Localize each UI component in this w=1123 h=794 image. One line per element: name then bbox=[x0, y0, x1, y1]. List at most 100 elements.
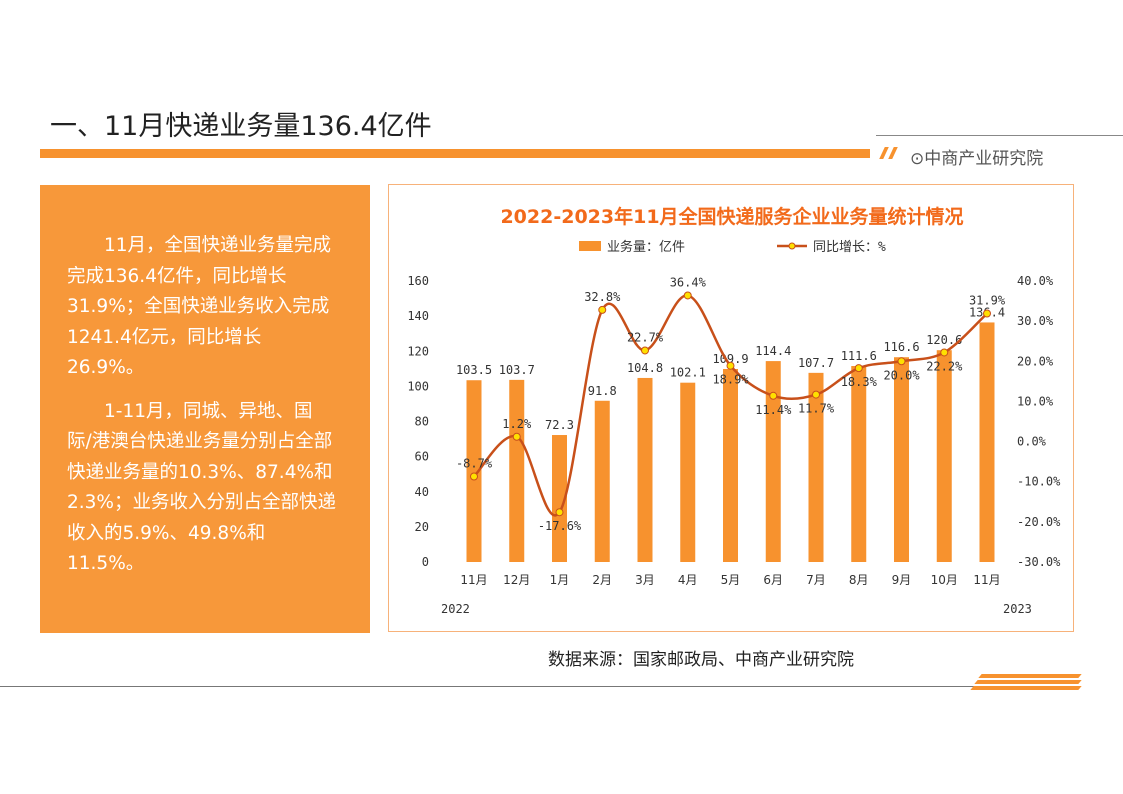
bar bbox=[851, 366, 867, 562]
bar-value-label: 103.5 bbox=[456, 363, 492, 377]
decor-stripe bbox=[970, 686, 1082, 690]
x-axis-tick: 4月 bbox=[678, 573, 698, 587]
bar-value-label: 111.6 bbox=[841, 349, 877, 363]
growth-value-label: 1.2% bbox=[502, 417, 532, 431]
bar bbox=[594, 400, 610, 562]
growth-point bbox=[940, 348, 949, 357]
bar-value-label: 109.9 bbox=[712, 352, 748, 366]
x-axis-tick: 7月 bbox=[806, 573, 826, 587]
header-divider bbox=[876, 135, 1123, 136]
growth-point bbox=[983, 309, 991, 318]
x-axis-tick: 2月 bbox=[592, 573, 612, 587]
bar bbox=[680, 382, 696, 562]
x-axis-tick: 12月 bbox=[503, 573, 530, 587]
decor-slash bbox=[879, 147, 889, 159]
growth-point bbox=[812, 390, 820, 399]
growth-value-label: 22.7% bbox=[627, 330, 664, 344]
growth-point bbox=[683, 291, 692, 300]
decor-slash bbox=[888, 147, 898, 159]
x-axis-tick: 11月 bbox=[460, 573, 487, 587]
growth-point bbox=[897, 357, 906, 366]
bar-value-label: 107.7 bbox=[798, 356, 834, 370]
left-axis-tick: 120 bbox=[407, 344, 429, 358]
left-axis-tick: 80 bbox=[415, 415, 429, 429]
growth-point bbox=[555, 508, 564, 517]
right-axis-tick: -30.0% bbox=[1017, 555, 1061, 569]
x-axis-tick: 10月 bbox=[931, 573, 958, 587]
growth-value-label: 22.2% bbox=[926, 359, 963, 373]
right-axis-tick: 40.0% bbox=[1017, 274, 1054, 288]
bar bbox=[979, 322, 995, 562]
growth-point bbox=[769, 391, 778, 400]
x-axis-tick: 3月 bbox=[635, 573, 655, 587]
bar-value-label: 91.8 bbox=[588, 384, 617, 398]
legend-bar-label: 业务量：亿件 bbox=[607, 239, 685, 255]
bar bbox=[509, 379, 525, 562]
x-axis-tick: 11月 bbox=[973, 573, 1000, 587]
growth-value-label: 32.8% bbox=[584, 290, 621, 304]
x-axis-tick: 9月 bbox=[892, 573, 912, 587]
summary-panel: 11月，全国快递业务量完成完成136.4亿件，同比增长31.9%；全国快递业务收… bbox=[40, 185, 370, 633]
footer-divider bbox=[0, 686, 975, 687]
left-axis-tick: 160 bbox=[407, 274, 429, 288]
year-label-end: 2023 bbox=[1003, 602, 1032, 616]
bar bbox=[765, 361, 781, 562]
growth-value-label: 11.7% bbox=[798, 402, 835, 416]
growth-point bbox=[854, 364, 863, 373]
data-source: 数据来源：国家邮政局、中商产业研究院 bbox=[548, 650, 854, 670]
right-axis-tick: 30.0% bbox=[1017, 314, 1054, 328]
right-axis-tick: -20.0% bbox=[1017, 515, 1061, 529]
growth-value-label: 31.9% bbox=[969, 294, 1006, 308]
left-axis-tick: 100 bbox=[407, 379, 429, 393]
year-label-start: 2022 bbox=[441, 602, 470, 616]
bar bbox=[466, 380, 482, 562]
legend-line-label: 同比增长：% bbox=[813, 240, 886, 255]
right-axis-tick: 10.0% bbox=[1017, 394, 1054, 408]
bar bbox=[808, 372, 824, 562]
right-axis-tick: 0.0% bbox=[1017, 435, 1047, 449]
bar-value-label: 104.8 bbox=[627, 361, 663, 375]
left-axis-tick: 140 bbox=[407, 309, 429, 323]
title-underline bbox=[40, 149, 870, 158]
left-axis-tick: 60 bbox=[415, 450, 429, 464]
growth-value-label: 11.4% bbox=[755, 403, 792, 417]
decor-stripe bbox=[974, 680, 1082, 684]
bar bbox=[637, 377, 653, 562]
bar-value-label: 102.1 bbox=[670, 366, 706, 380]
bar-value-label: 116.6 bbox=[883, 340, 919, 354]
bar bbox=[894, 357, 909, 562]
page-title: 一、11月快递业务量136.4亿件 bbox=[50, 111, 432, 142]
left-axis-tick: 20 bbox=[415, 520, 429, 534]
bar-value-label: 114.4 bbox=[755, 344, 791, 358]
growth-value-label: 20.0% bbox=[883, 368, 920, 382]
chart-title: 2022-2023年11月全国快递服务企业业务量统计情况 bbox=[500, 205, 963, 228]
growth-value-label: 18.3% bbox=[841, 375, 878, 389]
growth-point bbox=[512, 432, 521, 441]
bar bbox=[552, 435, 567, 562]
bar-value-label: 103.7 bbox=[499, 363, 535, 377]
right-axis-tick: -10.0% bbox=[1017, 475, 1061, 489]
bar-value-label: 120.6 bbox=[926, 333, 962, 347]
summary-paragraph: 1-11月，同城、异地、国际/港澳台快递业务量分别占全部快递业务量的10.3%、… bbox=[67, 400, 337, 575]
growth-value-label: 36.4% bbox=[670, 275, 707, 289]
growth-point bbox=[726, 361, 735, 370]
x-axis-tick: 5月 bbox=[721, 573, 741, 587]
growth-point bbox=[641, 346, 649, 355]
summary-paragraph: 11月，全国快递业务量完成完成136.4亿件，同比增长31.9%；全国快递业务收… bbox=[67, 235, 332, 378]
x-axis-tick: 6月 bbox=[763, 573, 783, 587]
right-axis-tick: 20.0% bbox=[1017, 354, 1054, 368]
legend-bar-swatch bbox=[579, 241, 601, 251]
legend-line-marker bbox=[788, 242, 796, 250]
growth-value-label: -8.7% bbox=[456, 456, 493, 470]
left-axis-tick: 40 bbox=[415, 485, 429, 499]
left-axis-tick: 0 bbox=[422, 555, 429, 569]
growth-point bbox=[470, 472, 478, 481]
bar-value-label: 72.3 bbox=[545, 418, 574, 432]
x-axis-tick: 8月 bbox=[849, 573, 869, 587]
growth-value-label: 18.9% bbox=[712, 373, 749, 387]
brand-logo: ⊙中商产业研究院 bbox=[910, 149, 1044, 169]
growth-value-label: -17.6% bbox=[538, 519, 582, 533]
growth-point bbox=[598, 305, 607, 314]
x-axis-tick: 1月 bbox=[550, 573, 570, 587]
